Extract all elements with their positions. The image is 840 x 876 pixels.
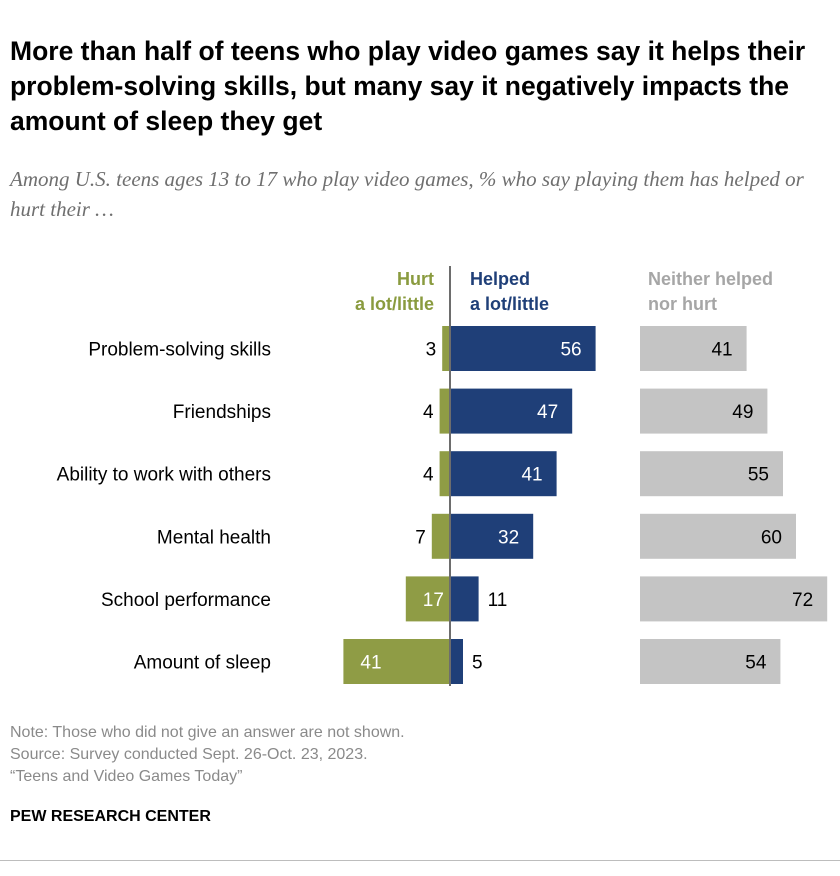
hurt-value-label: 3: [426, 340, 437, 361]
note-line: Note: Those who did not give an answer a…: [10, 724, 405, 741]
category-label: Ability to work with others: [57, 465, 271, 486]
hurt-bar: [431, 513, 450, 559]
neither-column-header: Neither helped nor hurt: [648, 267, 773, 317]
category-label: Mental health: [157, 527, 271, 548]
neither-bar: [640, 576, 828, 622]
helped-column-header: Helped a lot/little: [470, 267, 549, 317]
chart-notes: Note: Those who did not give an answer a…: [10, 722, 405, 788]
helped-header-line-1: Helped: [470, 269, 531, 289]
report-title-line: “Teens and Video Games Today”: [10, 768, 243, 785]
neither-bar: [640, 513, 796, 559]
hurt-column-header: Hurt a lot/little: [355, 267, 434, 317]
helped-bar: [450, 326, 596, 371]
category-label: Amount of sleep: [134, 653, 271, 674]
source-line: Source: Survey conducted Sept. 26-Oct. 2…: [10, 746, 368, 763]
helped-bar: [450, 513, 534, 559]
hurt-value-label: 4: [423, 465, 434, 486]
helped-value-label: 5: [472, 653, 483, 674]
helped-value-label: 47: [537, 402, 558, 423]
helped-bar: [450, 451, 557, 497]
hurt-bar: [442, 326, 450, 371]
helped-value-label: 11: [488, 590, 508, 611]
helped-bar: [450, 639, 463, 684]
neither-header-line-2: nor hurt: [648, 294, 717, 314]
hurt-value-label: 7: [415, 527, 426, 548]
hurt-bar: [439, 451, 450, 497]
neither-bar: [640, 639, 781, 684]
hurt-header-line-2: a lot/little: [354, 294, 434, 314]
neither-bar: [640, 388, 768, 434]
hurt-header-line-1: Hurt: [397, 269, 434, 289]
neither-value-label: 72: [792, 590, 813, 611]
hurt-value-label: 4: [423, 402, 434, 423]
neither-bar: [640, 451, 783, 497]
chart-subtitle: Among U.S. teens ages 13 to 17 who play …: [10, 167, 804, 221]
helped-value-label: 56: [560, 340, 581, 361]
category-label: School performance: [101, 590, 271, 611]
helped-header-line-2: a lot/little: [470, 294, 550, 314]
brand-logo-text: PEW RESEARCH CENTER: [10, 808, 211, 825]
chart-title: More than half of teens who play video g…: [10, 36, 806, 136]
hurt-value-label: 41: [360, 653, 381, 674]
neither-value-label: 49: [732, 402, 753, 423]
neither-value-label: 41: [711, 340, 732, 361]
helped-bar: [450, 576, 479, 622]
neither-value-label: 54: [745, 653, 767, 674]
neither-header-line-1: Neither helped: [648, 269, 774, 289]
hurt-bar: [343, 639, 450, 684]
helped-bar: [450, 388, 573, 434]
hurt-bar: [439, 388, 450, 434]
hurt-bar: [405, 576, 450, 622]
bottom-divider: [0, 860, 840, 861]
hurt-value-label: 17: [423, 590, 444, 611]
neither-bar: [640, 326, 747, 371]
neither-value-label: 55: [748, 465, 769, 486]
neither-value-label: 60: [761, 527, 782, 548]
helped-value-label: 41: [521, 465, 542, 486]
category-label: Friendships: [173, 402, 271, 423]
helped-value-label: 32: [498, 527, 519, 548]
category-label: Problem-solving skills: [88, 340, 271, 361]
